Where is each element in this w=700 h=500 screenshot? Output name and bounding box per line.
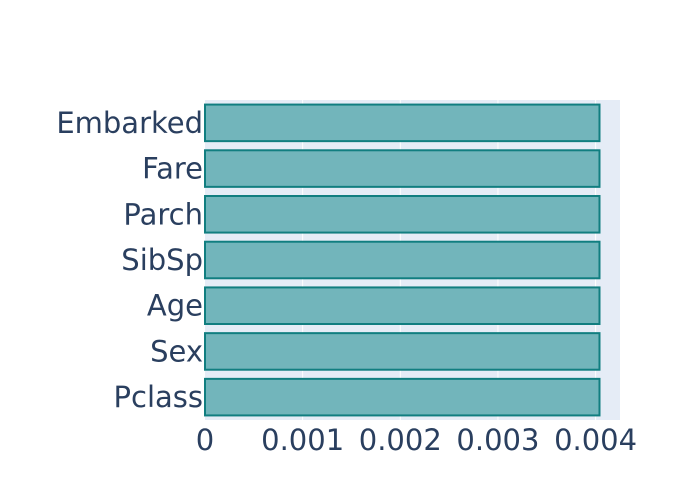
y-tick-label-pclass: Pclass <box>114 380 203 414</box>
y-tick-label-parch: Parch <box>123 197 203 231</box>
bar-age <box>204 286 601 325</box>
x-tick-label-0: 0 <box>196 423 214 457</box>
bar-embarked <box>204 103 601 143</box>
y-tick-label-embarked: Embarked <box>56 106 203 140</box>
bar-sibsp <box>204 240 601 280</box>
bar-fare <box>204 149 601 188</box>
bars <box>204 103 601 417</box>
x-tick-label-2: 0.002 <box>359 423 442 457</box>
x-tick-label-1: 0.001 <box>261 423 344 457</box>
bar-parch <box>204 195 601 234</box>
y-tick-label-sibsp: SibSp <box>121 243 203 277</box>
bar-sex <box>204 332 601 371</box>
y-tick-label-age: Age <box>147 289 203 323</box>
x-tick-labels: 0 0.001 0.002 0.003 0.004 <box>196 423 637 457</box>
y-tick-labels: Pclass Sex Age SibSp Parch Fare Embarked <box>56 106 203 414</box>
x-tick-label-4: 0.004 <box>554 423 637 457</box>
x-tick-label-3: 0.003 <box>456 423 539 457</box>
y-tick-label-sex: Sex <box>150 334 203 368</box>
bar-pclass <box>204 377 601 417</box>
y-tick-label-fare: Fare <box>142 152 203 186</box>
